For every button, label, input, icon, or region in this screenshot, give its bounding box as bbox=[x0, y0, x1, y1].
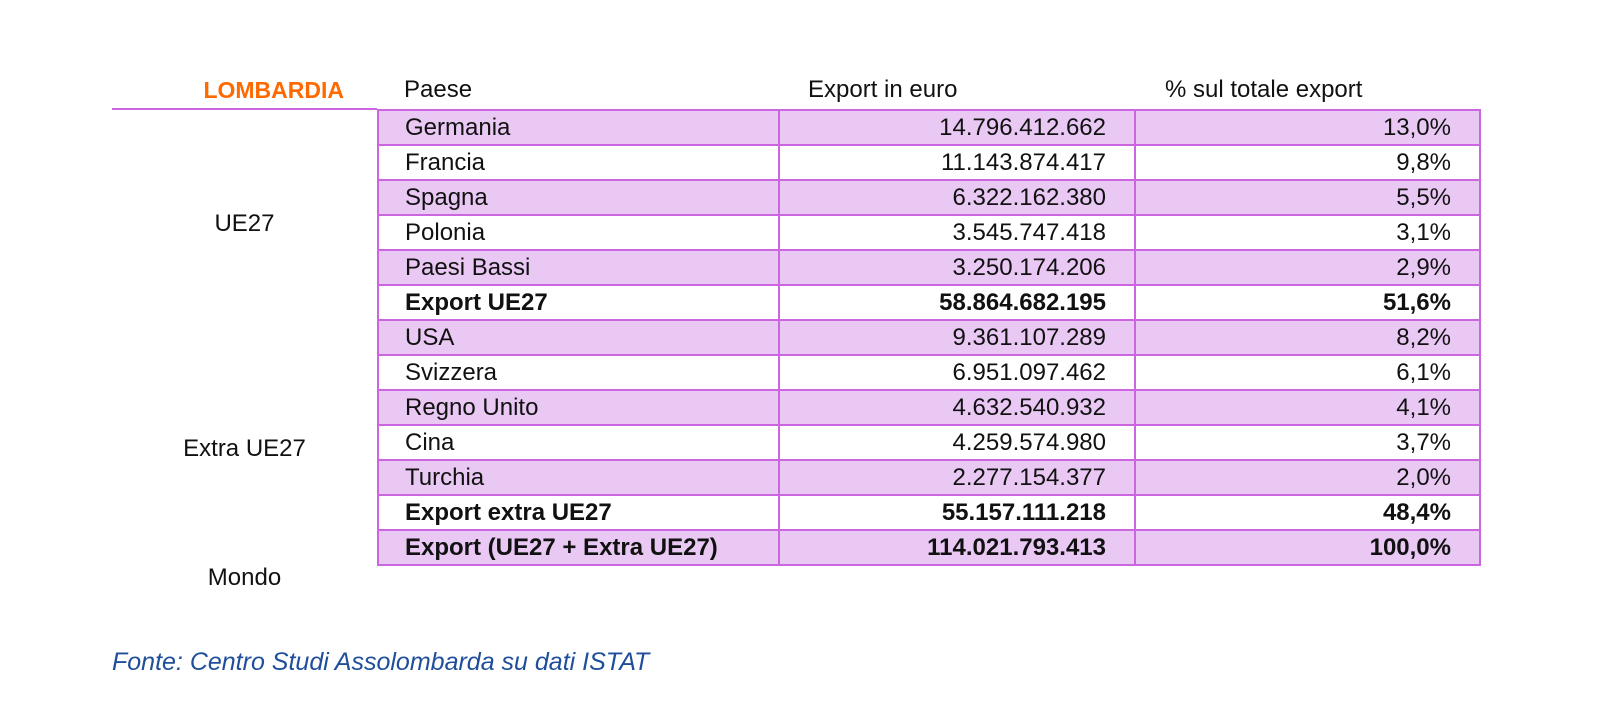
cell-percent: 6,1% bbox=[1134, 354, 1481, 391]
cell-percent: 4,1% bbox=[1134, 389, 1481, 426]
region-title: LOMBARDIA bbox=[203, 77, 344, 103]
header-percent: % sul totale export bbox=[1165, 76, 1363, 103]
cell-paese: Polonia bbox=[377, 214, 780, 251]
group-label-mondo: Mondo bbox=[207, 564, 282, 591]
cell-paese: Export (UE27 + Extra UE27) bbox=[377, 529, 780, 566]
cell-export: 3.545.747.418 bbox=[778, 214, 1136, 251]
cell-percent: 100,0% bbox=[1134, 529, 1481, 566]
table-row: Spagna 6.322.162.380 5,5% bbox=[377, 179, 1481, 216]
cell-export: 114.021.793.413 bbox=[778, 529, 1136, 566]
cell-percent: 9,8% bbox=[1134, 144, 1481, 181]
table-row: Germania 14.796.412.662 13,0% bbox=[377, 109, 1481, 146]
cell-paese: USA bbox=[377, 319, 780, 356]
cell-percent: 3,1% bbox=[1134, 214, 1481, 251]
cell-export: 4.259.574.980 bbox=[778, 424, 1136, 461]
cell-export: 2.277.154.377 bbox=[778, 459, 1136, 496]
region-underline bbox=[112, 108, 377, 110]
cell-export: 14.796.412.662 bbox=[778, 109, 1136, 146]
cell-percent: 3,7% bbox=[1134, 424, 1481, 461]
cell-export: 4.632.540.932 bbox=[778, 389, 1136, 426]
table-row: Regno Unito 4.632.540.932 4,1% bbox=[377, 389, 1481, 426]
cell-percent: 2,0% bbox=[1134, 459, 1481, 496]
cell-paese: Germania bbox=[377, 109, 780, 146]
cell-percent: 8,2% bbox=[1134, 319, 1481, 356]
group-label-extra-ue27: Extra UE27 bbox=[183, 435, 306, 462]
cell-export: 58.864.682.195 bbox=[778, 284, 1136, 321]
header-export: Export in euro bbox=[808, 76, 958, 103]
cell-paese: Francia bbox=[377, 144, 780, 181]
group-label-ue27: UE27 bbox=[214, 210, 275, 237]
cell-paese: Spagna bbox=[377, 179, 780, 216]
cell-percent: 51,6% bbox=[1134, 284, 1481, 321]
export-table: Germania 14.796.412.662 13,0% Francia 11… bbox=[377, 109, 1481, 566]
cell-paese: Regno Unito bbox=[377, 389, 780, 426]
cell-paese: Cina bbox=[377, 424, 780, 461]
cell-export: 6.322.162.380 bbox=[778, 179, 1136, 216]
subtotal-row-ue27: Export UE27 58.864.682.195 51,6% bbox=[377, 284, 1481, 321]
table-row: Turchia 2.277.154.377 2,0% bbox=[377, 459, 1481, 496]
table-row: USA 9.361.107.289 8,2% bbox=[377, 319, 1481, 356]
cell-paese: Turchia bbox=[377, 459, 780, 496]
cell-percent: 48,4% bbox=[1134, 494, 1481, 531]
header-paese: Paese bbox=[404, 76, 473, 103]
cell-export: 9.361.107.289 bbox=[778, 319, 1136, 356]
table-row: Polonia 3.545.747.418 3,1% bbox=[377, 214, 1481, 251]
cell-percent: 2,9% bbox=[1134, 249, 1481, 286]
source-note: Fonte: Centro Studi Assolombarda su dati… bbox=[112, 648, 650, 676]
cell-paese: Export extra UE27 bbox=[377, 494, 780, 531]
cell-percent: 13,0% bbox=[1134, 109, 1481, 146]
total-row: Export (UE27 + Extra UE27) 114.021.793.4… bbox=[377, 529, 1481, 566]
table-row: Cina 4.259.574.980 3,7% bbox=[377, 424, 1481, 461]
cell-export: 6.951.097.462 bbox=[778, 354, 1136, 391]
table-row: Paesi Bassi 3.250.174.206 2,9% bbox=[377, 249, 1481, 286]
cell-export: 3.250.174.206 bbox=[778, 249, 1136, 286]
table-row: Svizzera 6.951.097.462 6,1% bbox=[377, 354, 1481, 391]
table-row: Francia 11.143.874.417 9,8% bbox=[377, 144, 1481, 181]
cell-paese: Svizzera bbox=[377, 354, 780, 391]
subtotal-row-extra-ue27: Export extra UE27 55.157.111.218 48,4% bbox=[377, 494, 1481, 531]
cell-percent: 5,5% bbox=[1134, 179, 1481, 216]
cell-export: 55.157.111.218 bbox=[778, 494, 1136, 531]
cell-paese: Export UE27 bbox=[377, 284, 780, 321]
cell-export: 11.143.874.417 bbox=[778, 144, 1136, 181]
cell-paese: Paesi Bassi bbox=[377, 249, 780, 286]
